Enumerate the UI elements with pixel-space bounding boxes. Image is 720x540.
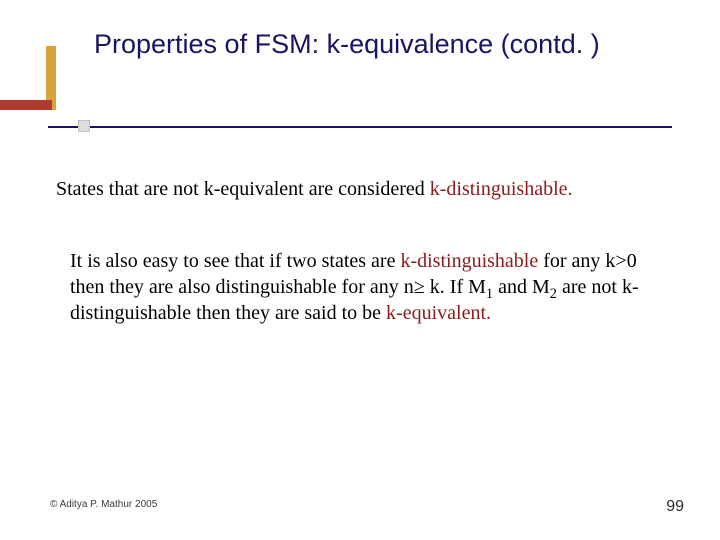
body1-prefix: States that are not k-equivalent are con…: [56, 178, 430, 200]
body2-k1: k-distinguishable: [400, 250, 538, 272]
body1-kterm: k-distinguishable.: [430, 178, 573, 200]
body-paragraph-2: It is also easy to see that if two state…: [70, 248, 650, 326]
body2-t1: It is also easy to see that if two state…: [70, 250, 400, 272]
body2-geq: ≥: [414, 276, 425, 298]
body2-sub2: 2: [550, 286, 557, 302]
title-rule-box-icon: [78, 120, 90, 132]
footer-page-number: 99: [666, 498, 684, 516]
title-rule: [48, 120, 672, 134]
slide: Properties of FSM: k-equivalence (contd.…: [0, 0, 720, 540]
slide-title: Properties of FSM: k-equivalence (contd.…: [94, 28, 654, 62]
title-rule-line: [48, 126, 672, 128]
body-paragraph-1: States that are not k-equivalent are con…: [56, 176, 666, 202]
body2-k2: k-equivalent.: [386, 302, 491, 324]
slide-title-block: Properties of FSM: k-equivalence (contd.…: [94, 28, 654, 62]
accent-horizontal-bar: [0, 100, 52, 110]
body2-t4: and M: [493, 276, 550, 298]
body2-t3: k. If M: [425, 276, 486, 298]
footer-copyright: © Aditya P. Mathur 2005: [50, 499, 157, 510]
